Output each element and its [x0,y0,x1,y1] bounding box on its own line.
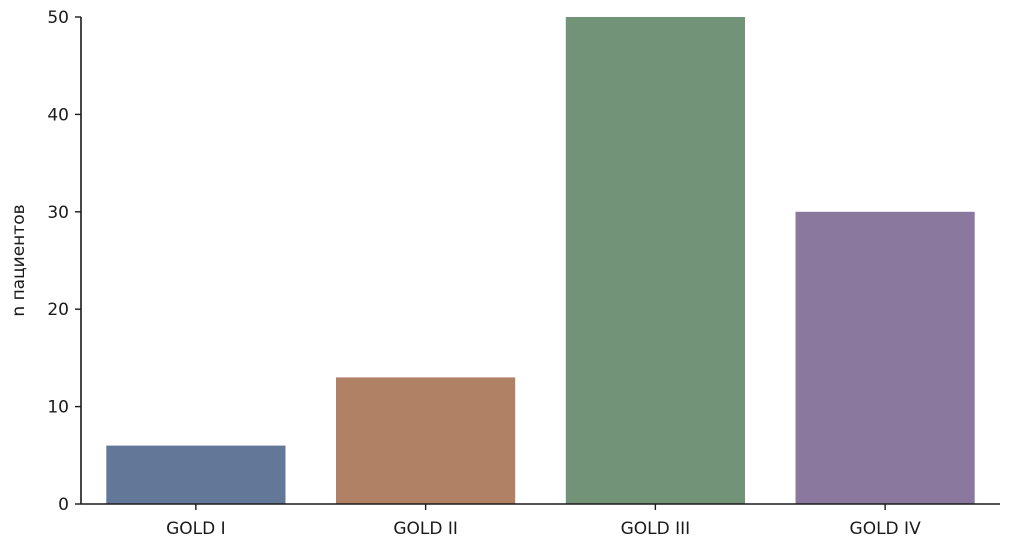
y-tick-label: 30 [47,203,69,223]
x-tick-label: GOLD I [166,519,226,537]
y-tick-label: 20 [47,300,69,320]
y-axis-title: n пациентов [9,204,29,316]
x-tick-label: GOLD II [393,519,458,537]
x-axis: GOLD I GOLD II GOLD III GOLD IV [81,503,1000,537]
bar-gold-iii [565,17,745,504]
y-tick-label: 10 [47,398,69,418]
x-tick-label: GOLD III [621,519,691,537]
y-tick-label: 40 [47,105,69,125]
y-tick-label: 0 [58,495,69,515]
bar-gold-ii [336,377,516,504]
y-tick-label: 50 [47,8,69,28]
x-tick-label: GOLD IV [850,519,922,537]
y-axis: 0 10 20 30 40 50 [47,8,82,515]
bars-group [106,17,975,505]
bar-gold-iv [795,211,975,505]
bar-gold-i [106,445,286,504]
